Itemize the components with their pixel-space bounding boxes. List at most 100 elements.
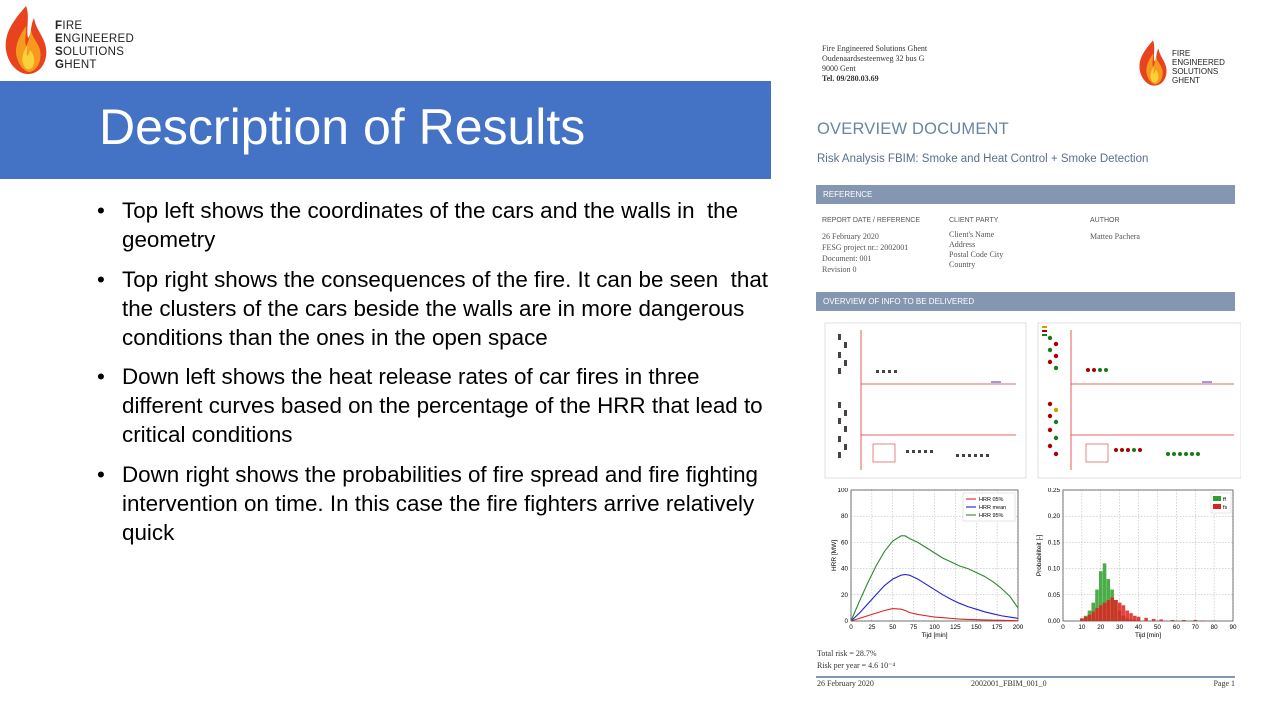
flame-logo-icon	[5, 6, 47, 74]
bullet-list: • Top left shows the coordinates of the c…	[97, 196, 777, 557]
bar-fs	[1170, 619, 1175, 621]
document-preview: Fire Engineered Solutions Ghent Oudenaar…	[812, 36, 1242, 696]
bar-fs	[1087, 614, 1092, 621]
x-tick-label: 60	[1173, 624, 1181, 631]
address-phone: Tel. 09/280.03.69	[822, 74, 879, 83]
x-tick-label: 90	[1229, 624, 1237, 631]
ref-line: Document: 001	[822, 254, 872, 263]
legend-label: ff	[1223, 497, 1226, 503]
plot-area	[1062, 489, 1234, 622]
x-tick-label: 10	[1078, 624, 1086, 631]
series-line-hrr-95-	[850, 535, 1019, 622]
footer-page: Page 1	[1213, 679, 1235, 688]
y-tick-label: 0	[844, 618, 848, 625]
bar-ff	[1098, 571, 1103, 621]
y-tick-label: 100	[837, 488, 848, 494]
y-tick-label: 20	[841, 592, 849, 599]
series-line-hrr-05-	[850, 607, 1019, 622]
footer-date: 26 February 2020	[817, 679, 874, 688]
ref-line: Postal Code City	[949, 250, 1004, 259]
bar-fs	[1114, 600, 1118, 621]
consequence-plot-right	[1037, 322, 1241, 479]
total-risk: Total risk = 28.7%	[817, 649, 877, 658]
bullet-item: • Top left shows the coordinates of the c…	[97, 196, 777, 254]
bar-fs	[1095, 607, 1099, 621]
ref-line: Country	[949, 260, 976, 269]
bar-fs	[1110, 597, 1114, 621]
bar-fs	[1080, 618, 1084, 621]
y-tick-label: 0.15	[1048, 539, 1061, 546]
footer-rule	[816, 676, 1235, 678]
slide-title: Description of Results	[99, 99, 586, 155]
ref-line: Client's Name	[949, 230, 995, 239]
bullet-text: Top left shows the coordinates of the ca…	[122, 198, 739, 252]
y-tick-label: 0.10	[1048, 566, 1061, 573]
x-tick-label: 0	[849, 624, 853, 631]
bar-fs	[1129, 613, 1133, 621]
x-tick-label: 40	[1135, 624, 1143, 631]
legend-label: HRR 95%	[979, 513, 1004, 519]
bar-fs	[1125, 610, 1130, 621]
risk-per-year: Risk per year = 4.6 10⁻⁴	[817, 661, 896, 670]
logo-line-3: SOLUTIONS	[55, 46, 125, 58]
x-tick-label: 50	[889, 624, 897, 631]
ref-author-header: AUTHOR	[1090, 217, 1120, 224]
x-axis-label: Tijd [min]	[1135, 632, 1161, 639]
bar-fs	[1151, 618, 1156, 621]
reference-bar: REFERENCE	[816, 185, 1235, 204]
bullet-text: Down right shows the probabilities of fi…	[122, 461, 758, 545]
bar-fs	[1144, 617, 1148, 621]
y-tick-label: 60	[841, 539, 849, 546]
x-tick-label: 175	[992, 624, 1003, 631]
x-tick-label: 50	[1154, 624, 1162, 631]
legend-swatch	[1213, 504, 1221, 509]
footer-code: 2002001_FBIM_001_0	[971, 679, 1047, 688]
bar-fs	[1106, 600, 1111, 621]
bar-fs	[1083, 616, 1088, 621]
x-tick-label: 25	[868, 624, 876, 631]
x-tick-label: 200	[1013, 624, 1024, 631]
x-tick-label: 70	[1192, 624, 1200, 631]
bullet-item: • Top right shows the consequences of the…	[97, 265, 777, 352]
address-line: Fire Engineered Solutions Ghent	[822, 44, 928, 53]
bar-fs	[1136, 616, 1141, 621]
x-tick-label: 75	[910, 624, 918, 631]
bar-fs	[1117, 602, 1122, 621]
geometry-plot-left	[824, 322, 1027, 479]
bullet-dot-icon: •	[97, 266, 105, 292]
document-heading: OVERVIEW DOCUMENT	[817, 120, 1009, 138]
bullet-dot-icon: •	[97, 364, 105, 389]
bullet-item: • Down right shows the probabilities of f…	[97, 460, 777, 547]
bar-fs	[1098, 605, 1103, 621]
y-tick-label: 0.25	[1048, 488, 1061, 494]
info-bar: OVERVIEW OF INFO TO BE DELIVERED	[816, 292, 1235, 311]
flame-logo-icon	[1139, 40, 1167, 86]
ref-date-header: REPORT DATE / REFERENCE	[822, 217, 921, 224]
bar-fs	[1091, 611, 1096, 621]
bar-fs	[1159, 619, 1164, 621]
y-axis-label: Probabiliteit [-]	[1036, 535, 1043, 577]
ref-client-values: Client's Name Address Postal Code City C…	[949, 230, 1003, 270]
y-tick-label: 0.00	[1048, 618, 1061, 625]
bar-fs	[1121, 605, 1126, 621]
ref-line: Address	[949, 240, 976, 249]
bar-fs	[1182, 619, 1186, 621]
ref-line: Revision 0	[822, 265, 857, 274]
document-subheading: Risk Analysis FBIM: Smoke and Heat Contr…	[817, 153, 1149, 165]
bar-fs	[1200, 620, 1205, 621]
address-line: Oudenaardsesteenweg 32 bus G	[822, 54, 925, 63]
bar-ff	[1095, 589, 1099, 621]
bullet-text: Down left shows the heat release rates o…	[122, 364, 763, 447]
ref-date-values: 26 February 2020 FESG project nr.: 20020…	[822, 231, 908, 275]
bar-ff	[1102, 563, 1107, 621]
x-tick-label: 125	[950, 624, 961, 631]
legend-label: HRR 05%	[979, 497, 1004, 503]
logo-line-1: FIRE	[55, 20, 83, 32]
x-tick-label: 30	[1116, 624, 1124, 631]
bullet-text: Top right shows the consequences of the …	[122, 266, 768, 350]
y-tick-label: 80	[841, 513, 849, 520]
bullet-dot-icon: •	[97, 461, 105, 487]
document-address: Fire Engineered Solutions Ghent Oudenaar…	[822, 44, 927, 84]
